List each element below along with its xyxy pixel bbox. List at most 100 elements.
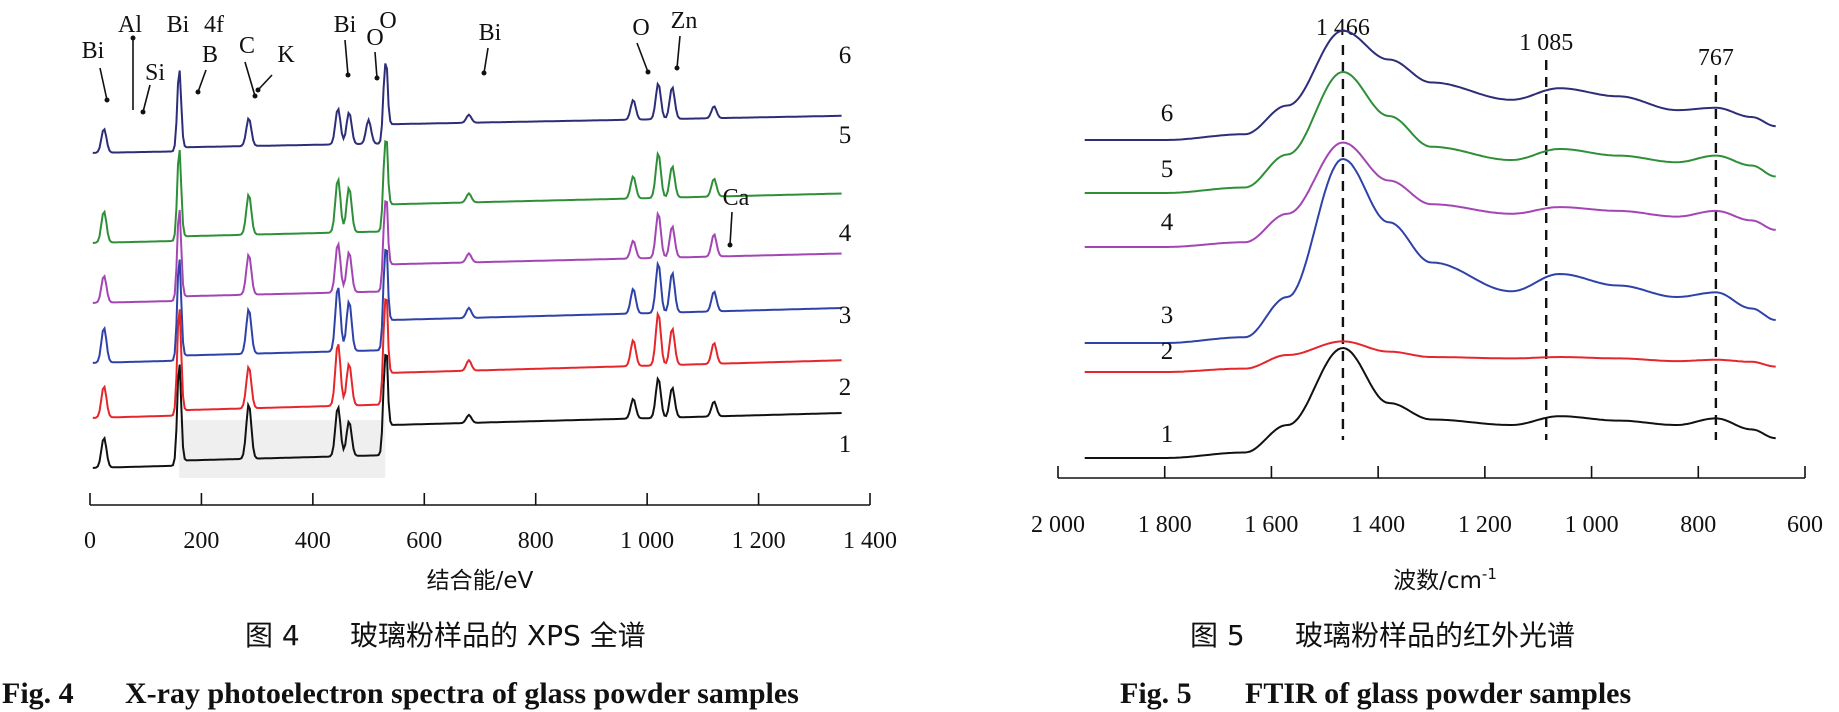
- ftir-x-tick-label: 1 800: [1138, 512, 1192, 538]
- xps-annotation-arrow: [142, 84, 151, 113]
- xps-annotation-ca: Ca: [723, 185, 750, 211]
- ftir-x-axis-label-superscript: -1: [1482, 565, 1497, 583]
- ftir-series-3-label: 3: [1161, 302, 1174, 329]
- xps-x-tick-label: 0: [84, 528, 96, 554]
- xps-annotation-arrowhead: [481, 70, 487, 76]
- ftir-series-6-line: [1084, 29, 1776, 141]
- xps-annotation-zn: Zn: [671, 8, 698, 34]
- xps-series-1-label: 1: [839, 431, 852, 458]
- xps-x-tick-label: 1 400: [843, 528, 897, 554]
- xps-annotation-si: Si: [145, 60, 165, 86]
- xps-annotation-arrowhead: [645, 69, 651, 75]
- xps-annotation-arrowhead: [195, 89, 201, 95]
- xps-series-3-line: [92, 248, 842, 364]
- xps-annotation-arrow: [244, 61, 256, 97]
- xps-annotation-arrowhead: [727, 242, 733, 248]
- ftir-reference-lines: 1 466 1 085 767: [1316, 15, 1734, 440]
- ftir-series-6-label: 6: [1161, 100, 1174, 127]
- xps-x-tick-label: 400: [295, 528, 331, 554]
- xps-series-labels: 1 2 3 4 5 6: [839, 42, 852, 458]
- xps-annotation-bi: Bi: [167, 12, 190, 38]
- xps-series-6-line: [92, 63, 842, 154]
- xps-annotation-arrow: [676, 35, 681, 69]
- xps-annotation-arrow: [374, 51, 378, 79]
- xps-annotation-arrowhead: [674, 65, 680, 71]
- ftir-x-axis-label: 波数/cm-1: [1393, 565, 1497, 594]
- xps-annotation-arrowhead: [252, 93, 258, 99]
- xps-annotation-arrow: [729, 211, 733, 246]
- xps-x-tick-label: 1 200: [732, 528, 786, 554]
- ftir-x-tick-label: 2 000: [1031, 512, 1085, 538]
- xps-annotation-bi: Bi: [479, 20, 502, 46]
- xps-annotation-al: Al: [118, 12, 142, 38]
- xps-annotation-arrowhead: [104, 97, 110, 103]
- xps-series-3-label: 3: [839, 302, 852, 329]
- xps-annotation-k: K: [277, 42, 295, 68]
- xps-series-6-label: 6: [839, 42, 852, 69]
- ftir-x-ticks: 2 000 1 800 1 600 1 400 1 200 1 000 800 600: [1031, 466, 1823, 538]
- xps-x-tick-label: 800: [518, 528, 554, 554]
- xps-x-tick-label: 1 000: [620, 528, 674, 554]
- ftir-series-5-label: 5: [1161, 156, 1174, 183]
- ftir-series-2-line: [1084, 340, 1776, 373]
- xps-series-group: [92, 63, 842, 469]
- ftir-series-5-line: [1084, 70, 1776, 194]
- ftir-x-tick-label: 1 600: [1244, 512, 1298, 538]
- fig4-caption-zh-number: 图 4: [245, 619, 300, 652]
- xps-annotation-bi: Bi: [334, 12, 357, 38]
- xps-series-5-label: 5: [839, 122, 852, 149]
- xps-x-tick-label: 600: [406, 528, 442, 554]
- ftir-x-tick-label: 1 400: [1351, 512, 1405, 538]
- ftir-x-tick-label: 1 200: [1458, 512, 1512, 538]
- xps-annotation-o: O: [632, 15, 649, 41]
- xps-annotation-arrow: [197, 69, 207, 93]
- ftir-x-tick-label: 1 000: [1565, 512, 1619, 538]
- xps-annotation-arrowhead: [255, 87, 261, 93]
- ftir-series-group: [1084, 29, 1776, 459]
- ftir-reference-label-1466: 1 466: [1316, 15, 1370, 41]
- xps-annotation-c: C: [239, 33, 255, 59]
- fig4-caption-en: X-ray photoelectron spectra of glass pow…: [125, 677, 799, 710]
- ftir-series-3-line: [1084, 157, 1776, 344]
- xps-series-2-label: 2: [839, 374, 852, 401]
- ftir-x-axis-label-main: 波数/cm: [1393, 568, 1482, 594]
- xps-x-ticks: 0 200 400 600 800 1 000 1 200 1 400: [84, 493, 897, 554]
- xps-annotation-arrowhead: [374, 75, 380, 81]
- xps-annotation-arrowhead: [130, 35, 136, 41]
- ftir-series-4-line: [1084, 141, 1776, 248]
- fig5-caption-zh: 玻璃粉样品的红外光谱: [1295, 619, 1575, 652]
- ftir-series-labels: 1 2 3 4 5 6: [1161, 100, 1174, 448]
- ftir-reference-label-1085: 1 085: [1519, 30, 1573, 56]
- xps-x-axis-label: 结合能/eV: [427, 568, 534, 594]
- xps-annotation-arrow: [99, 67, 108, 101]
- xps-annotation-arrowhead: [140, 109, 146, 115]
- fig4-caption: 图 4 玻璃粉样品的 XPS 全谱 Fig. 4 X-ray photoelec…: [2, 619, 799, 710]
- ftir-x-tick-label: 600: [1787, 512, 1823, 538]
- ftir-chart: 1 466 1 085 767 1 2 3 4 5 6 2 000 1 800 1 600 1 40…: [1031, 15, 1823, 594]
- xps-annotation-arrow: [636, 42, 649, 73]
- xps-series-4-label: 4: [839, 220, 852, 247]
- fig5-caption-zh-number: 图 5: [1190, 619, 1245, 652]
- xps-annotation-bi: Bi: [82, 38, 105, 64]
- xps-annotation-arrow: [257, 74, 273, 91]
- xps-series-5-line: [92, 139, 842, 244]
- fig4-caption-en-number: Fig. 4: [2, 677, 74, 710]
- xps-annotation-arrow: [344, 39, 349, 76]
- fig5-caption-en-number: Fig. 5: [1120, 677, 1192, 710]
- xps-annotation-o: O: [366, 25, 383, 51]
- xps-annotation-o: O: [379, 8, 396, 34]
- ftir-series-2-label: 2: [1161, 338, 1174, 365]
- fig4-caption-zh: 玻璃粉样品的 XPS 全谱: [350, 619, 646, 652]
- fig5-caption-en: FTIR of glass powder samples: [1245, 677, 1631, 710]
- xps-series-4-line: [92, 199, 842, 304]
- xps-series-2-line: [92, 298, 842, 419]
- ftir-series-1-label: 1: [1161, 421, 1174, 448]
- xps-series-1-line: [92, 353, 842, 469]
- ftir-reference-label-767: 767: [1698, 45, 1734, 71]
- ftir-x-tick-label: 800: [1680, 512, 1716, 538]
- xps-annotation-b: B: [202, 42, 218, 68]
- ftir-series-1-line: [1084, 346, 1776, 459]
